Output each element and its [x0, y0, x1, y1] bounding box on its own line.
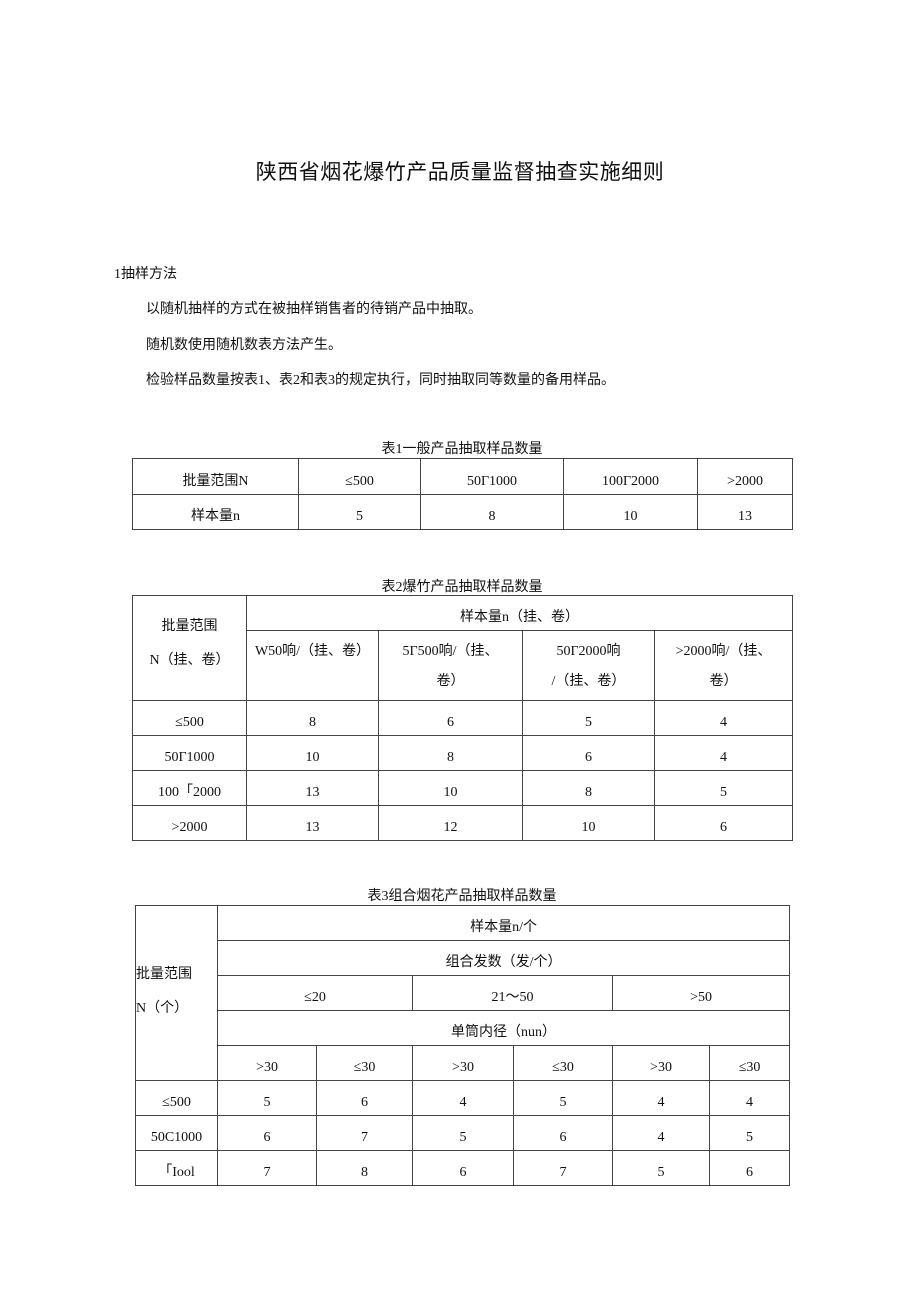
table-row: 100「2000 13 10 8 5: [132, 770, 793, 806]
table-cell: 12: [378, 805, 523, 841]
table-cell: 50Γ1000: [132, 735, 247, 771]
table-cell: >30: [612, 1045, 710, 1081]
table2: 批量范围 N（挂、卷） 样本量n（挂、卷） W50响/（挂、卷） 5Γ500响/（挂…: [132, 595, 793, 841]
group-header: 样本量n/个: [216, 905, 791, 941]
table-cell: 5: [412, 1115, 514, 1151]
table-cell: 6: [412, 1150, 514, 1186]
table-cell: 13: [246, 770, 379, 806]
table-cell: 7: [217, 1150, 317, 1186]
table-row: 50C1000 6 7 5 6 4 5: [135, 1115, 791, 1151]
table-cell: 5: [298, 494, 421, 530]
paragraph: 检验样品数量按表1、表2和表3的规定执行，同时抽取同等数量的备用样品。: [146, 373, 615, 388]
group-header: 样本量n（挂、卷）: [246, 595, 793, 631]
group-header: 组合发数（发/个）: [216, 940, 791, 976]
table-cell: 6: [522, 735, 655, 771]
table-cell: ≤30: [316, 1045, 413, 1081]
table-cell: ≤500: [132, 700, 247, 736]
table-cell: 4: [654, 700, 793, 736]
table-cell: 6: [708, 1150, 791, 1186]
table-cell: 批量范围N: [132, 458, 299, 495]
table-cell: 6: [217, 1115, 317, 1151]
table-cell: ≤500: [298, 458, 421, 495]
table-cell: ≤20: [217, 975, 413, 1011]
table-cell: 13: [246, 805, 379, 841]
table-row: 「Iool 7 8 6 7 5 6: [135, 1150, 791, 1186]
table-cell: 5: [513, 1080, 613, 1116]
paragraph: 以随机抽样的方式在被抽样销售者的待销产品中抽取。: [146, 302, 482, 317]
table-cell: 7: [316, 1115, 413, 1151]
table1-caption: 表1一般产品抽取样品数量: [381, 442, 543, 457]
table-cell: 100「2000: [132, 770, 247, 806]
table-cell: >2000: [697, 458, 793, 495]
table-cell: 5: [522, 700, 655, 736]
table-cell: 「Iool: [135, 1150, 218, 1186]
table-cell: 4: [708, 1080, 791, 1116]
table2-caption: 表2爆竹产品抽取样品数量: [381, 580, 543, 595]
table-cell: 5: [654, 770, 793, 806]
table-cell: 10: [563, 494, 698, 530]
table-cell: 13: [697, 494, 793, 530]
table-cell: 4: [612, 1115, 710, 1151]
table-row: 50Γ1000 10 8 6 4: [132, 735, 793, 771]
corner-header: 批量范围 N（挂、卷）: [132, 595, 247, 701]
table-cell: 4: [612, 1080, 710, 1116]
corner-header: 批量范围 N（个）: [135, 905, 218, 1081]
table-cell: 5: [708, 1115, 791, 1151]
table-cell: 7: [513, 1150, 613, 1186]
table-cell: 100Γ2000: [563, 458, 698, 495]
table3: 批量范围 N（个） 样本量n/个 组合发数（发/个） ≤20 21～50 >50 单筒…: [135, 905, 791, 1186]
table-cell: ≤30: [708, 1045, 791, 1081]
table-cell: 8: [246, 700, 379, 736]
table-cell: >2000: [132, 805, 247, 841]
table-cell: 6: [378, 700, 523, 736]
table-cell: 5: [612, 1150, 710, 1186]
table-cell: 50C1000: [135, 1115, 218, 1151]
table-cell: >30: [217, 1045, 317, 1081]
table-cell: 8: [522, 770, 655, 806]
table-row: ≤500 8 6 5 4: [132, 700, 793, 736]
table-cell: 样本量n: [132, 494, 299, 530]
table-cell: 6: [654, 805, 793, 841]
table-cell: 10: [522, 805, 655, 841]
table-row: 批量范围N ≤500 50Γ1000 100Γ2000 >2000: [132, 458, 793, 495]
table-cell: 10: [246, 735, 379, 771]
table3-caption: 表3组合烟花产品抽取样品数量: [367, 889, 557, 904]
table-cell: >30: [412, 1045, 514, 1081]
table-row: >2000 13 12 10 6: [132, 805, 793, 841]
table-row: ≤500 5 6 4 5 4 4: [135, 1080, 791, 1116]
table-cell: ≤30: [513, 1045, 613, 1081]
table-cell: 8: [420, 494, 564, 530]
table-row: 样本量n 5 8 10 13: [132, 494, 793, 530]
table-cell: 21～50: [412, 975, 613, 1011]
table-cell: >2000响/（挂、 卷）: [654, 630, 793, 701]
table1: 批量范围N ≤500 50Γ1000 100Γ2000 >2000 样本量n 5 8 10 13: [132, 458, 793, 530]
paragraph: 随机数使用随机数表方法产生。: [146, 338, 342, 353]
table-cell: 10: [378, 770, 523, 806]
table-cell: 5Γ500响/（挂、 卷）: [378, 630, 523, 701]
table-cell: 8: [378, 735, 523, 771]
table-cell: 5: [217, 1080, 317, 1116]
table-cell: 6: [513, 1115, 613, 1151]
page-title: 陕西省烟花爆竹产品质量监督抽查实施细则: [255, 160, 665, 184]
table-cell: 50Γ1000: [420, 458, 564, 495]
table-cell: 6: [316, 1080, 413, 1116]
table-cell: W50响/（挂、卷）: [246, 630, 379, 701]
table-cell: 4: [654, 735, 793, 771]
section-heading: 1抽样方法: [114, 267, 177, 282]
table-cell: 8: [316, 1150, 413, 1186]
table-cell: 4: [412, 1080, 514, 1116]
table-cell: >50: [611, 975, 791, 1011]
table-cell: 50Γ2000响 /（挂、卷）: [522, 630, 655, 701]
group-header: 单筒内径（nun）: [216, 1010, 791, 1046]
table-cell: ≤500: [135, 1080, 218, 1116]
